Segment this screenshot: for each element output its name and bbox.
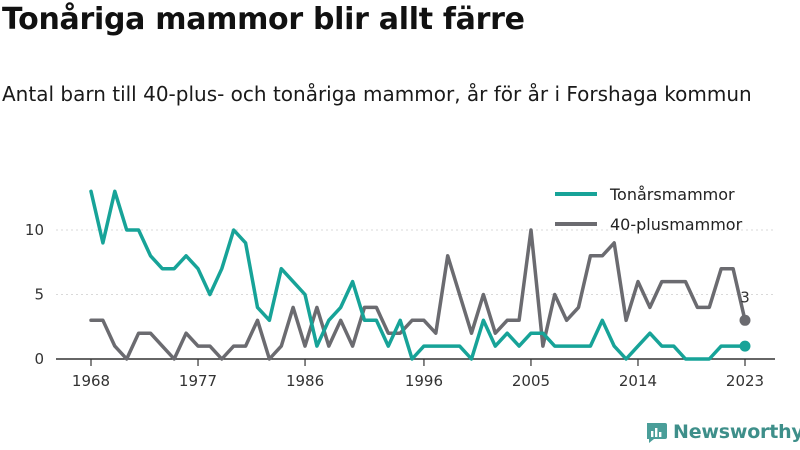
data-label-0: 3 [740, 288, 750, 306]
series-line-0 [89, 189, 747, 361]
legend: Tonårsmammor 40-plusmammor [555, 185, 743, 234]
chart-title: Tonåriga mammor blir allt färre [2, 2, 525, 37]
y-tick-label: 0 [34, 350, 44, 368]
x-tick-label: 2014 [619, 372, 657, 390]
x-axis: 1968 1977 1986 1996 2005 2014 2023 [56, 358, 775, 390]
y-tick-label: 5 [34, 286, 44, 304]
newsworthy-logo-icon [647, 423, 667, 443]
series-layer [89, 189, 751, 361]
legend-label-1: 40-plusmammor [610, 215, 743, 234]
annotation-layer: 3 [740, 288, 750, 306]
x-tick-label: 1996 [405, 372, 443, 390]
grid-layer: 0 5 10 [25, 221, 775, 368]
x-tick-label: 1968 [72, 372, 110, 390]
series-end-point-1 [739, 314, 751, 326]
series-line-1 [89, 228, 747, 361]
x-tick-label: 2023 [726, 372, 764, 390]
x-tick-label: 2005 [512, 372, 550, 390]
legend-label-0: Tonårsmammor [609, 185, 735, 204]
x-tick-label: 1986 [286, 372, 324, 390]
y-tick-label: 10 [25, 221, 44, 239]
x-tick-label: 1977 [179, 372, 217, 390]
series-end-point-0 [739, 340, 751, 352]
brand-name: Newsworthy [673, 421, 800, 443]
brand-logo: Newsworthy [645, 420, 800, 444]
chart-subtitle: Antal barn till 40-plus- och tonåriga ma… [2, 82, 752, 106]
